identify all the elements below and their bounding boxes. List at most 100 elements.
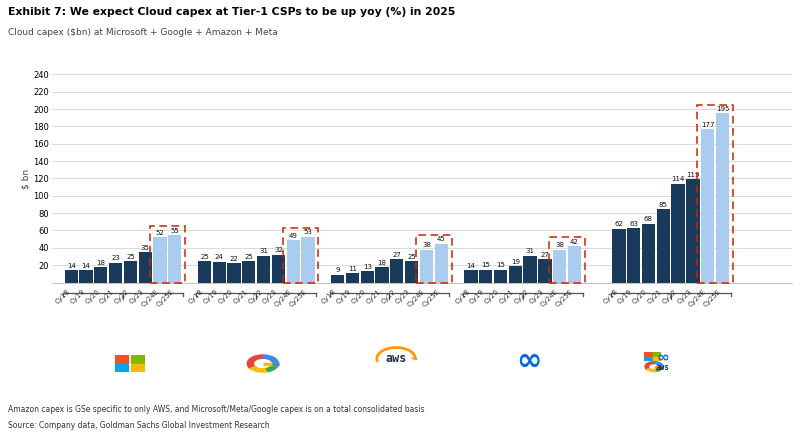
Bar <box>272 255 285 283</box>
Text: 25: 25 <box>245 254 254 260</box>
Bar <box>94 267 107 283</box>
Bar <box>523 256 537 283</box>
Bar <box>65 270 78 283</box>
Text: 18: 18 <box>378 260 386 265</box>
Bar <box>642 223 655 283</box>
Text: Cy22: Cy22 <box>662 289 678 305</box>
Text: 27: 27 <box>541 252 550 258</box>
Text: Cy20: Cy20 <box>484 289 501 305</box>
Text: 42: 42 <box>570 239 579 245</box>
Text: 177: 177 <box>701 122 714 128</box>
Text: Cy18: Cy18 <box>454 289 471 305</box>
Text: Cy23: Cy23 <box>129 289 146 305</box>
Text: 14: 14 <box>466 263 475 269</box>
Text: Cy22: Cy22 <box>247 289 264 305</box>
Text: 13: 13 <box>362 264 372 270</box>
Text: aws: aws <box>386 352 406 365</box>
Wedge shape <box>646 368 657 371</box>
Text: Cy20: Cy20 <box>84 289 101 305</box>
Text: 55: 55 <box>170 227 179 233</box>
Bar <box>79 270 93 283</box>
Text: Cy22: Cy22 <box>514 289 530 305</box>
Text: Amazon capex is GSe specific to only AWS, and Microsoft/Meta/Google capex is on : Amazon capex is GSe specific to only AWS… <box>8 405 425 414</box>
Bar <box>227 263 241 283</box>
Text: 22: 22 <box>230 256 238 262</box>
Text: 49: 49 <box>289 233 298 239</box>
Text: ∞: ∞ <box>657 349 670 364</box>
Text: 63: 63 <box>629 221 638 226</box>
Text: Cy22: Cy22 <box>114 289 130 305</box>
Text: 25: 25 <box>126 254 135 260</box>
Bar <box>494 269 507 283</box>
Text: 68: 68 <box>644 216 653 222</box>
Text: Cy19: Cy19 <box>202 289 219 305</box>
Text: 15: 15 <box>496 262 505 268</box>
Bar <box>568 246 581 283</box>
Bar <box>390 259 403 283</box>
Bar <box>644 352 652 356</box>
Text: Cy23: Cy23 <box>528 289 545 305</box>
Bar <box>657 209 670 283</box>
Text: 53: 53 <box>304 229 313 235</box>
Text: Cy21: Cy21 <box>232 289 249 305</box>
Wedge shape <box>263 355 278 364</box>
Wedge shape <box>250 367 268 372</box>
Text: Cy21: Cy21 <box>366 289 382 305</box>
Text: Cy20: Cy20 <box>632 289 649 305</box>
Text: aws: aws <box>656 363 670 371</box>
Text: Cy21: Cy21 <box>99 289 116 305</box>
Bar <box>627 228 640 283</box>
Text: Cy18: Cy18 <box>321 289 338 305</box>
Text: 62: 62 <box>614 222 623 227</box>
Bar <box>553 250 566 283</box>
Bar <box>114 364 128 372</box>
Wedge shape <box>266 364 278 371</box>
Text: Cy22: Cy22 <box>380 289 397 305</box>
Text: 85: 85 <box>659 201 668 208</box>
Bar <box>701 129 714 283</box>
Text: 38: 38 <box>422 242 431 248</box>
Text: 35: 35 <box>141 245 150 251</box>
Bar <box>654 357 662 361</box>
Text: Cy23: Cy23 <box>676 289 693 305</box>
Bar <box>150 226 185 283</box>
Bar <box>131 364 145 372</box>
Text: 9: 9 <box>335 268 340 273</box>
Bar <box>612 229 626 283</box>
Text: Cy24E: Cy24E <box>406 289 426 308</box>
Wedge shape <box>645 362 654 369</box>
Bar <box>464 270 478 283</box>
Text: Cy23: Cy23 <box>395 289 412 305</box>
Text: Cy24E: Cy24E <box>274 289 294 308</box>
Bar <box>154 237 166 283</box>
Bar <box>283 228 318 283</box>
Text: Cy25E: Cy25E <box>554 289 574 308</box>
Text: Cy18: Cy18 <box>54 289 71 305</box>
Bar <box>434 244 448 283</box>
Text: Cy24E: Cy24E <box>140 289 160 308</box>
Text: Cloud capex ($bn) at Microsoft + Google + Amazon + Meta: Cloud capex ($bn) at Microsoft + Google … <box>8 28 278 38</box>
Text: 32: 32 <box>274 247 283 254</box>
Bar <box>361 271 374 283</box>
Text: Cy23: Cy23 <box>262 289 278 305</box>
Bar <box>716 113 729 283</box>
Text: 27: 27 <box>393 252 402 258</box>
Bar <box>405 261 418 283</box>
Bar <box>671 184 685 283</box>
Text: Cy21: Cy21 <box>498 289 515 305</box>
Wedge shape <box>654 362 663 367</box>
Bar <box>131 355 145 363</box>
Text: Cy25E: Cy25E <box>422 289 442 308</box>
Bar <box>509 266 522 283</box>
Text: 23: 23 <box>111 255 120 261</box>
Text: Source: Company data, Goldman Sachs Global Investment Research: Source: Company data, Goldman Sachs Glob… <box>8 421 270 431</box>
Text: 25: 25 <box>407 254 416 260</box>
Text: 25: 25 <box>200 254 209 260</box>
Text: Cy18: Cy18 <box>602 289 619 305</box>
Text: 52: 52 <box>156 230 165 236</box>
Wedge shape <box>656 367 663 371</box>
Bar <box>213 262 226 283</box>
Bar <box>331 275 344 283</box>
Text: Cy19: Cy19 <box>335 289 353 305</box>
Bar <box>198 261 211 283</box>
